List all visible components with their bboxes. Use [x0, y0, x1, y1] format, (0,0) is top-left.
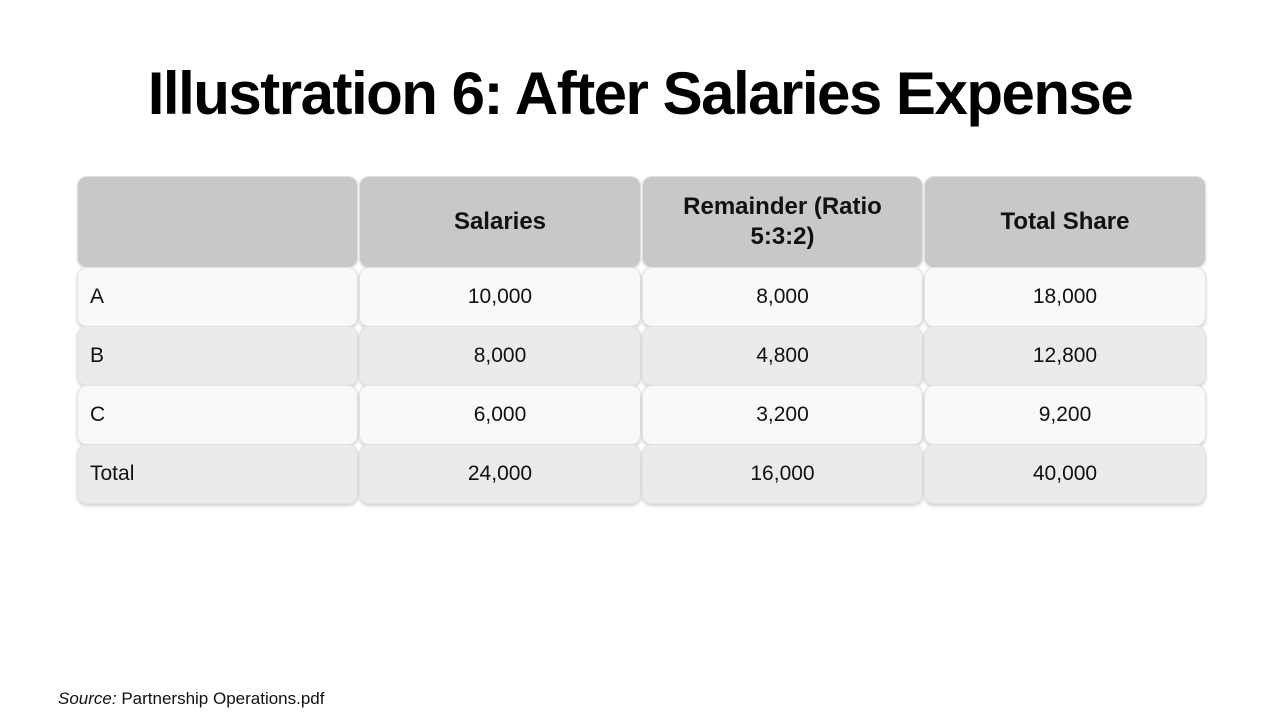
- row-label-c: C: [77, 385, 358, 445]
- cell-total-salaries: 24,000: [359, 444, 641, 504]
- cell-c-remainder: 3,200: [642, 385, 923, 445]
- row-label-b: B: [77, 326, 358, 386]
- cell-c-total-share: 9,200: [924, 385, 1206, 445]
- header-cell-blank: [77, 176, 358, 268]
- cell-b-remainder: 4,800: [642, 326, 923, 386]
- slide-title: Illustration 6: After Salaries Expense: [147, 60, 1134, 127]
- header-cell-salaries: Salaries: [359, 176, 641, 268]
- row-label-total: Total: [77, 444, 358, 504]
- cell-c-salaries: 6,000: [359, 385, 641, 445]
- cell-a-remainder: 8,000: [642, 267, 923, 327]
- cell-b-total-share: 12,800: [924, 326, 1206, 386]
- header-cell-total-share: Total Share: [924, 176, 1206, 268]
- source-label: Source:: [58, 689, 117, 708]
- cell-b-salaries: 8,000: [359, 326, 641, 386]
- salary-allocation-table: Salaries Remainder (Ratio 5:3:2) Total S…: [77, 176, 1206, 504]
- source-text: Partnership Operations.pdf: [116, 689, 325, 708]
- cell-total-remainder: 16,000: [642, 444, 923, 504]
- cell-a-salaries: 10,000: [359, 267, 641, 327]
- cell-total-total-share: 40,000: [924, 444, 1206, 504]
- cell-a-total-share: 18,000: [924, 267, 1206, 327]
- source-citation: Source: Partnership Operations.pdf: [58, 689, 325, 709]
- row-label-a: A: [77, 267, 358, 327]
- header-cell-remainder: Remainder (Ratio 5:3:2): [642, 176, 923, 268]
